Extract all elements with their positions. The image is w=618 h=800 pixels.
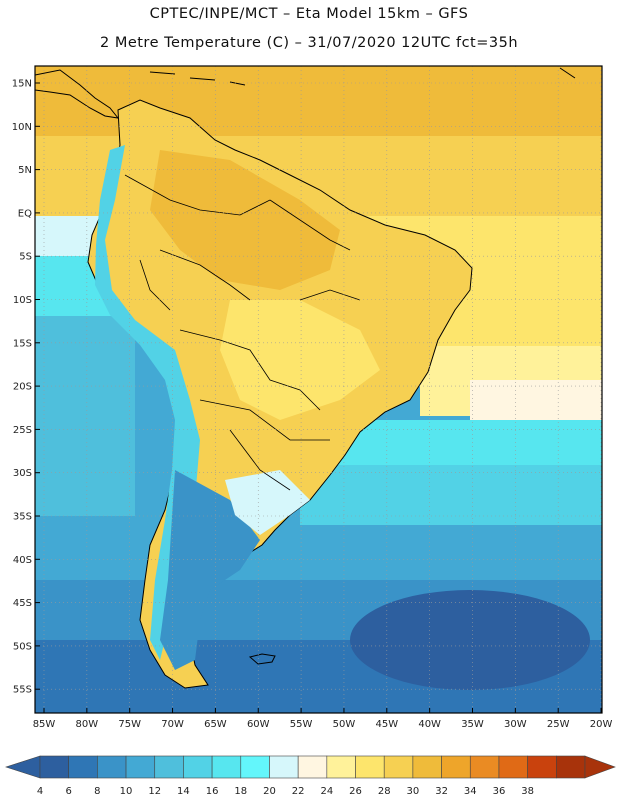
atlantic-cool-3 [250, 525, 602, 580]
temperature-map: 15N 10N 5N EQ 5S 10S 15S 20S 25S 30S 35S 40S 45S 50S 5… [12, 65, 613, 730]
colorbar-swatch [269, 755, 299, 779]
colorbar-label: 20 [263, 786, 276, 797]
pacific-cool-1 [35, 216, 100, 256]
lat-label: 35S [13, 512, 32, 523]
colorbar-swatch [527, 755, 557, 779]
atlantic-cool-2 [300, 465, 602, 525]
colorbar-label: 6 [65, 786, 71, 797]
lon-label: 75W [118, 719, 141, 730]
map-field [35, 66, 602, 713]
lon-label: 50W [333, 719, 356, 730]
mild-atlantic-2 [470, 380, 602, 420]
lon-label: 70W [161, 719, 184, 730]
colorbar-label: 12 [148, 786, 161, 797]
lon-label: 80W [76, 719, 99, 730]
lat-label: 55S [13, 685, 32, 696]
country-borders [124, 174, 361, 491]
atlantic-cool-1 [330, 420, 602, 465]
caribbean-islands [149, 67, 576, 86]
colorbar-label: 14 [177, 786, 190, 797]
latitude-labels: 15N 10N 5N EQ 5S 10S 15S 20S 25S 30S 35S 40S 45S 50S 5… [12, 79, 32, 696]
colorbar-label: 38 [521, 786, 534, 797]
colorbar-label: 10 [120, 786, 133, 797]
colorbar-label: 30 [407, 786, 420, 797]
colorbar-label: 22 [292, 786, 305, 797]
colorbar-arrow-left [5, 755, 41, 779]
lon-label: 30W [504, 719, 527, 730]
lon-label: 55W [290, 719, 313, 730]
colorbar-swatch [498, 755, 528, 779]
lat-label: EQ [18, 208, 32, 219]
colorbar-swatch [326, 755, 356, 779]
lat-label: 10N [12, 122, 32, 133]
colorbar-swatch [125, 755, 156, 779]
amazon-hot-core [150, 150, 340, 290]
pampa-cool [225, 470, 310, 535]
lat-label: 5S [19, 252, 32, 263]
lat-label: 45S [13, 598, 32, 609]
chart-title-line2: 2 Metre Temperature (C) – 31/07/2020 12U… [99, 35, 519, 51]
colorbar-swatch [154, 755, 184, 779]
colorbar-swatch [355, 755, 385, 779]
central-warm [220, 300, 380, 420]
colorbar-swatch [39, 755, 69, 779]
pacific-cool-3 [35, 316, 135, 516]
lon-label: 85W [33, 719, 56, 730]
colorbar-label: 26 [349, 786, 362, 797]
lat-label: 25S [13, 425, 32, 436]
lat-label: 40S [13, 555, 32, 566]
lat-label: 15N [12, 79, 32, 90]
colorbar-swatch [211, 755, 242, 779]
central-america-land [35, 69, 120, 119]
colorbar-label: 4 [37, 786, 43, 797]
colorbar-label: 8 [94, 786, 100, 797]
colorbar-swatch [68, 755, 98, 779]
lat-label: 5N [18, 165, 32, 176]
lat-label: 10S [13, 295, 32, 306]
cold-pool [350, 590, 590, 690]
colorbar-label: 16 [206, 786, 219, 797]
colorbar-label: 24 [320, 786, 333, 797]
colorbar: 4 6 8 10 12 14 16 18 20 22 24 26 28 30 32 34 36 38 [5, 755, 616, 797]
lat-label: 50S [13, 641, 32, 652]
graticule [35, 66, 602, 713]
lon-label: 65W [204, 719, 227, 730]
longitude-labels: 85W 80W 75W 70W 65W 60W 55W 50W 45W 40W 35W 30W 25W 2… [33, 719, 613, 730]
colorbar-label: 36 [493, 786, 506, 797]
colorbar-swatch [412, 755, 442, 779]
lat-label: 15S [13, 338, 32, 349]
falkland-islands [248, 653, 276, 665]
colorbar-swatch [441, 755, 471, 779]
colorbar-arrow-right [584, 755, 616, 779]
colorbar-swatch [297, 755, 328, 779]
colorbar-label: 18 [234, 786, 247, 797]
patagonia-cold [160, 470, 260, 670]
lon-label: 25W [547, 719, 570, 730]
lat-label: 20S [13, 382, 32, 393]
colorbar-swatch [183, 755, 213, 779]
lon-label: 45W [375, 719, 398, 730]
lat-label: 30S [13, 468, 32, 479]
colorbar-label: 34 [464, 786, 477, 797]
colorbar-swatch [383, 755, 414, 779]
colorbar-swatch [556, 755, 586, 779]
colorbar-swatch [97, 755, 127, 779]
lon-label: 40W [418, 719, 441, 730]
lon-label: 20W [590, 719, 613, 730]
colorbar-swatch [469, 755, 500, 779]
map-frame [34, 65, 603, 714]
chart-title-line1: CPTEC/INPE/MCT – Eta Model 15km – GFS [149, 6, 469, 22]
lon-label: 35W [461, 719, 484, 730]
lon-label: 60W [247, 719, 270, 730]
colorbar-label: 28 [378, 786, 391, 797]
colorbar-swatch [240, 755, 270, 779]
colorbar-label: 32 [435, 786, 448, 797]
